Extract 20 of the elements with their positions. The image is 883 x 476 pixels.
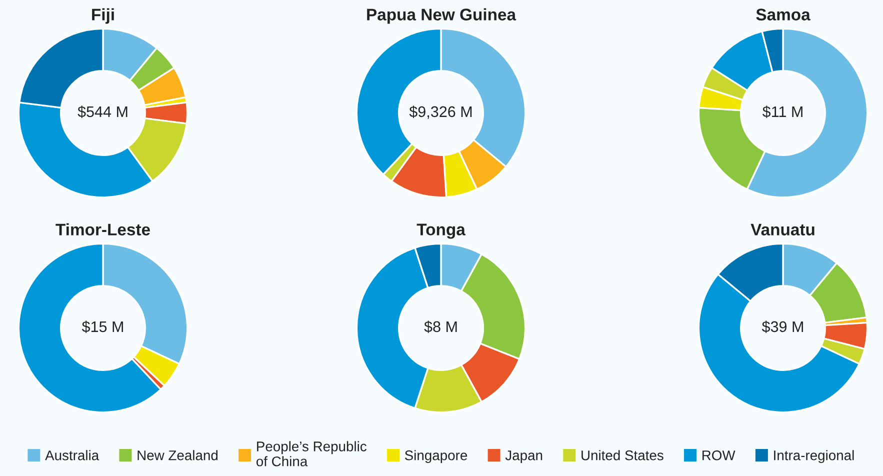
text: $8 M bbox=[424, 320, 457, 334]
slice-label: Fiji bbox=[92, 8, 114, 24]
legend-label: Intra-regional bbox=[774, 450, 854, 464]
slice-label: Vanuatu bbox=[750, 224, 814, 236]
legend-label: United States bbox=[582, 450, 664, 460]
slice-label: Papua New Guinea bbox=[367, 8, 516, 24]
slice-label: Timor-Leste bbox=[56, 223, 150, 236]
text: $544 M bbox=[78, 106, 128, 118]
text: $9,326 M bbox=[409, 106, 472, 119]
legend-label: ROW bbox=[702, 450, 736, 460]
text: $39 M bbox=[762, 320, 803, 334]
legend-label: Singapore bbox=[404, 450, 468, 464]
slice-label: Tonga bbox=[416, 224, 466, 239]
text: $11 M bbox=[762, 106, 802, 118]
legend-label: Japan bbox=[505, 450, 542, 464]
slice-label: Samoa bbox=[756, 8, 810, 20]
legend-label: Australia bbox=[45, 450, 100, 460]
legend-label: People’s Republic of China bbox=[256, 441, 366, 466]
legend-label: New Zealand bbox=[138, 450, 218, 460]
text: $15 M bbox=[82, 320, 123, 334]
